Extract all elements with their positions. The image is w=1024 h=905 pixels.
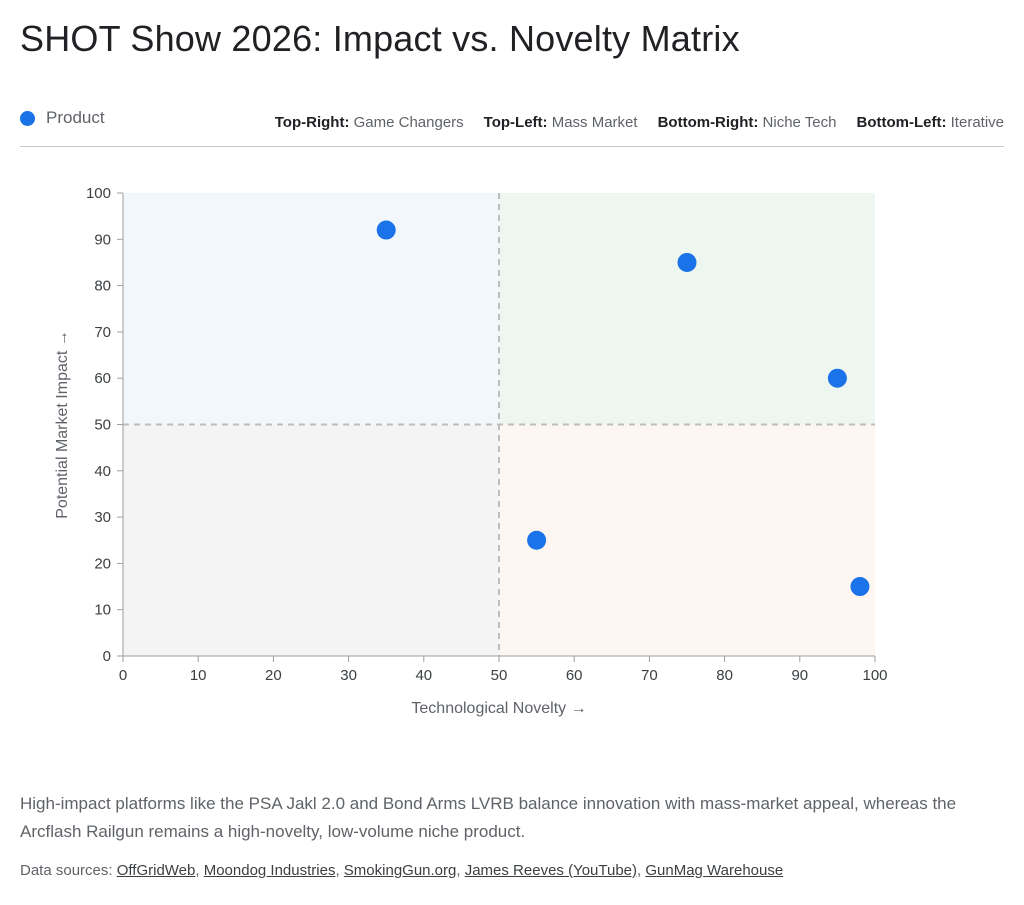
quadrant-bottom-right [499, 424, 875, 656]
y-tick-label: 20 [94, 555, 111, 572]
y-tick-label: 90 [94, 231, 111, 248]
data-point[interactable] [527, 530, 547, 550]
y-tick-label: 0 [103, 648, 111, 665]
legend-item-product[interactable]: Product [20, 108, 105, 128]
x-tick-label: 100 [862, 667, 887, 684]
legend-bar: Product Top-Right: Game Changers Top-Lef… [20, 108, 1004, 138]
source-link-james-reeves-youtube[interactable]: James Reeves (YouTube) [464, 862, 638, 879]
legend-label: Product [46, 108, 105, 127]
quadrant-key-bottom-right: Bottom-Right: Niche Tech [657, 114, 837, 131]
x-tick-label: 60 [566, 667, 583, 684]
source-link-moondog-industries[interactable]: Moondog Industries [203, 862, 336, 879]
sources-prefix: Data sources: [20, 862, 113, 879]
legend-dot-icon [20, 110, 35, 126]
x-tick-label: 90 [791, 667, 808, 684]
x-tick-label: 70 [641, 667, 658, 684]
y-tick-label: 80 [94, 278, 111, 295]
x-tick-label: 40 [415, 667, 432, 684]
y-tick-label: 60 [94, 370, 111, 387]
x-tick-label: 0 [119, 667, 127, 684]
quadrant-key-bottom-left: Bottom-Left: Iterative [856, 114, 1004, 131]
x-tick-label: 80 [716, 667, 733, 684]
x-tick-label: 30 [340, 667, 357, 684]
quadrant-top-left [123, 193, 499, 425]
chart-title: SHOT Show 2026: Impact vs. Novelty Matri… [20, 18, 740, 59]
x-tick-label: 10 [190, 667, 207, 684]
quadrant-key-top-left: Top-Left: Mass Market [483, 114, 638, 131]
source-link-smokinggun[interactable]: SmokingGun.org [343, 862, 457, 879]
x-tick-label: 50 [491, 667, 508, 684]
header-divider [20, 146, 1004, 147]
quadrant-keys: Top-Right: Game Changers Top-Left: Mass … [275, 108, 1004, 138]
quadrant-bottom-left [123, 424, 499, 656]
quadrant-key-top-right: Top-Right: Game Changers [274, 114, 464, 131]
y-tick-label: 30 [94, 509, 111, 526]
y-tick-label: 70 [94, 324, 111, 341]
x-axis-label: Technological Novelty → [411, 700, 586, 717]
source-link-offgridweb[interactable]: OffGridWeb [116, 862, 196, 879]
data-point[interactable] [850, 577, 870, 597]
y-tick-label: 100 [86, 185, 111, 202]
data-point[interactable] [376, 220, 396, 240]
source-link-gunmag-warehouse[interactable]: GunMag Warehouse [645, 862, 784, 879]
chart-summary: High-impact platforms like the PSA Jakl … [20, 794, 957, 841]
y-tick-label: 10 [94, 602, 111, 619]
y-tick-label: 40 [94, 463, 111, 480]
scatter-chart: 0 10 20 30 40 50 60 70 80 90 100 0 10 20 30 40 50 60 70 80 9… [54, 185, 888, 717]
y-tick-label: 50 [94, 417, 111, 434]
y-axis-label: Potential Market Impact → [54, 330, 71, 519]
data-point[interactable] [827, 368, 847, 388]
data-sources: Data sources: OffGridWeb, Moondog Indust… [20, 862, 784, 879]
x-tick-label: 20 [265, 667, 282, 684]
quadrant-top-right [499, 193, 875, 425]
data-point[interactable] [677, 252, 697, 272]
